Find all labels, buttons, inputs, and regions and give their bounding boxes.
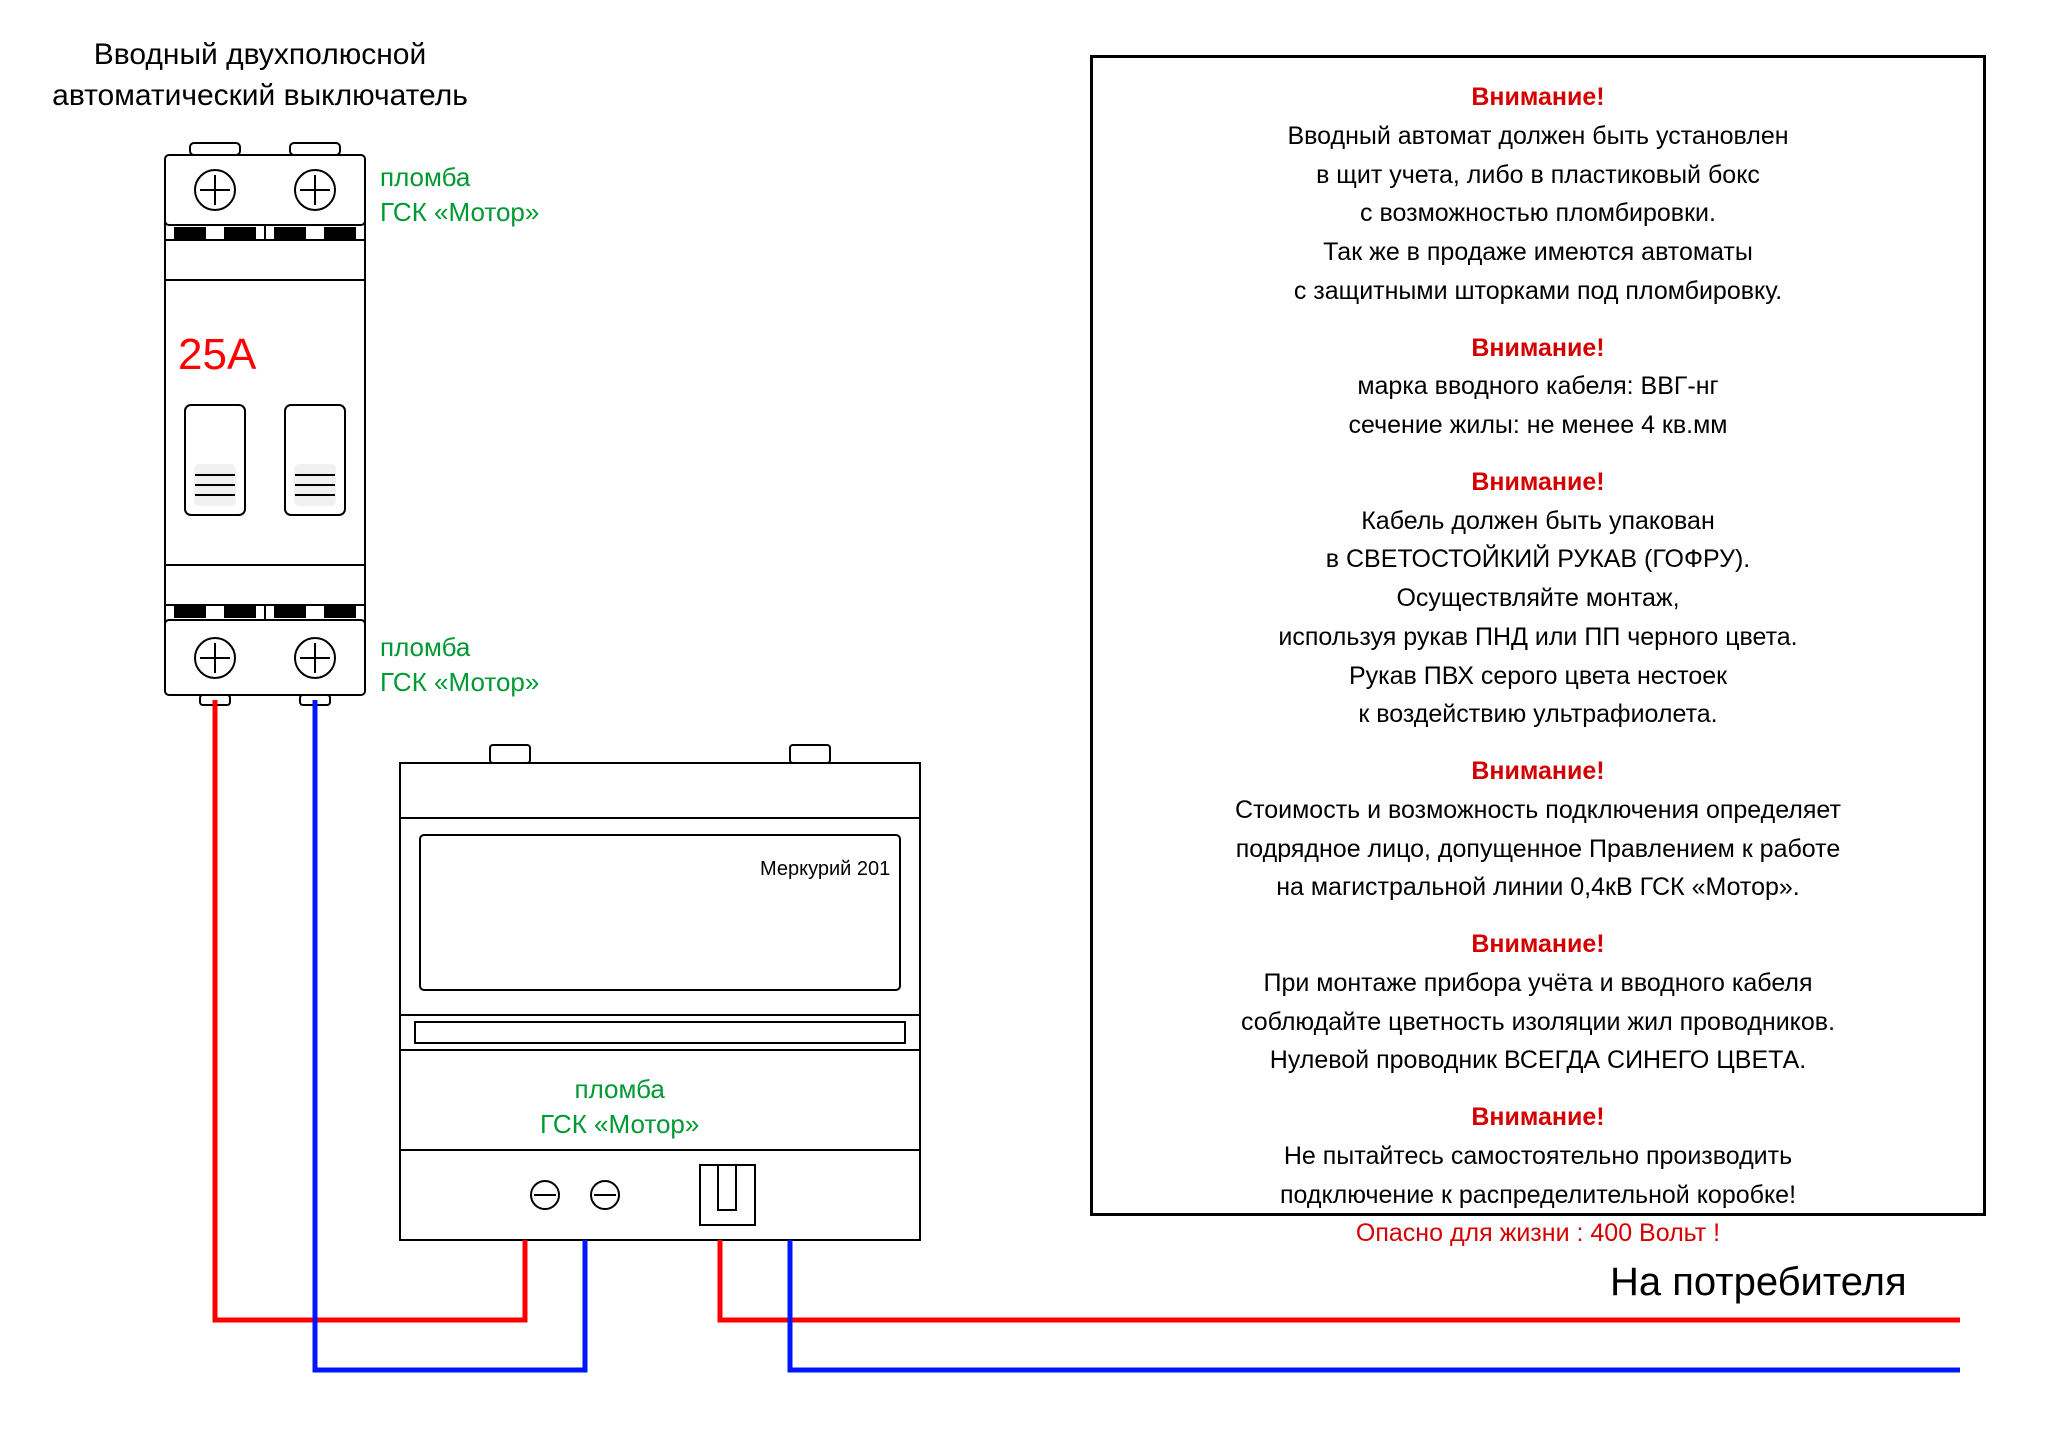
warning-line: на магистральной линии 0,4кВ ГСК «Мотор»…: [1123, 868, 1953, 907]
warning-danger: Опасно для жизни : 400 Вольт !: [1123, 1214, 1953, 1253]
seal-label-bottom: пломба ГСК «Мотор»: [380, 630, 539, 700]
consumer-label: На потребителя: [1610, 1260, 1907, 1305]
warning-line: Не пытайтесь самостоятельно производить: [1123, 1137, 1953, 1176]
warning-block: Внимание!Не пытайтесь самостоятельно про…: [1123, 1098, 1953, 1253]
warning-line: Осуществляйте монтаж,: [1123, 579, 1953, 618]
warning-block: Внимание!При монтаже прибора учёта и вво…: [1123, 925, 1953, 1080]
warning-line: Вводный автомат должен быть установлен: [1123, 117, 1953, 156]
warning-line: Нулевой проводник ВСЕГДА СИНЕГО ЦВЕТА.: [1123, 1041, 1953, 1080]
warning-header: Внимание!: [1123, 329, 1953, 368]
warning-line: соблюдайте цветность изоляции жил провод…: [1123, 1003, 1953, 1042]
seal-label-top: пломба ГСК «Мотор»: [380, 160, 539, 230]
warning-line: в СВЕТОСТОЙКИЙ РУКАВ (ГОФРУ).: [1123, 540, 1953, 579]
warning-line: сечение жилы: не менее 4 кв.мм: [1123, 406, 1953, 445]
seal-line: пломба: [380, 162, 470, 192]
seal-line: ГСК «Мотор»: [380, 667, 539, 697]
warning-line: Кабель должен быть упакован: [1123, 502, 1953, 541]
circuit-breaker-icon: [165, 143, 365, 705]
seal-line: пломба: [575, 1074, 665, 1104]
seal-label-meter: пломба ГСК «Мотор»: [540, 1072, 699, 1142]
meter-model-label: Меркурий 201: [760, 858, 890, 881]
warning-line: подрядное лицо, допущенное Правлением к …: [1123, 830, 1953, 869]
warning-header: Внимание!: [1123, 925, 1953, 964]
warning-line: Стоимость и возможность подключения опре…: [1123, 791, 1953, 830]
warning-line: Так же в продаже имеются автоматы: [1123, 233, 1953, 272]
warning-header: Внимание!: [1123, 78, 1953, 117]
warning-line: с возможностью пломбировки.: [1123, 194, 1953, 233]
warning-block: Внимание!Кабель должен быть упакованв СВ…: [1123, 463, 1953, 734]
seal-line: ГСК «Мотор»: [380, 197, 539, 227]
seal-line: ГСК «Мотор»: [540, 1109, 699, 1139]
warning-header: Внимание!: [1123, 1098, 1953, 1137]
warning-line: к воздействию ультрафиолета.: [1123, 695, 1953, 734]
seal-line: пломба: [380, 632, 470, 662]
warning-block: Внимание!Стоимость и возможность подключ…: [1123, 752, 1953, 907]
breaker-amp-label: 25A: [178, 330, 256, 380]
warning-header: Внимание!: [1123, 752, 1953, 791]
warning-line: марка вводного кабеля: ВВГ-нг: [1123, 367, 1953, 406]
warning-line: Рукав ПВХ серого цвета нестоек: [1123, 657, 1953, 696]
warning-line: подключение к распределительной коробке!: [1123, 1176, 1953, 1215]
warning-block: Внимание!марка вводного кабеля: ВВГ-нгсе…: [1123, 329, 1953, 445]
warning-line: При монтаже прибора учёта и вводного каб…: [1123, 964, 1953, 1003]
warning-block: Внимание!Вводный автомат должен быть уст…: [1123, 78, 1953, 311]
warning-header: Внимание!: [1123, 463, 1953, 502]
warning-line: используя рукав ПНД или ПП черного цвета…: [1123, 618, 1953, 657]
warning-box: Внимание!Вводный автомат должен быть уст…: [1090, 55, 1986, 1216]
electricity-meter-icon: [400, 745, 920, 1240]
warning-line: в щит учета, либо в пластиковый бокс: [1123, 156, 1953, 195]
warning-line: с защитными шторками под пломбировку.: [1123, 272, 1953, 311]
